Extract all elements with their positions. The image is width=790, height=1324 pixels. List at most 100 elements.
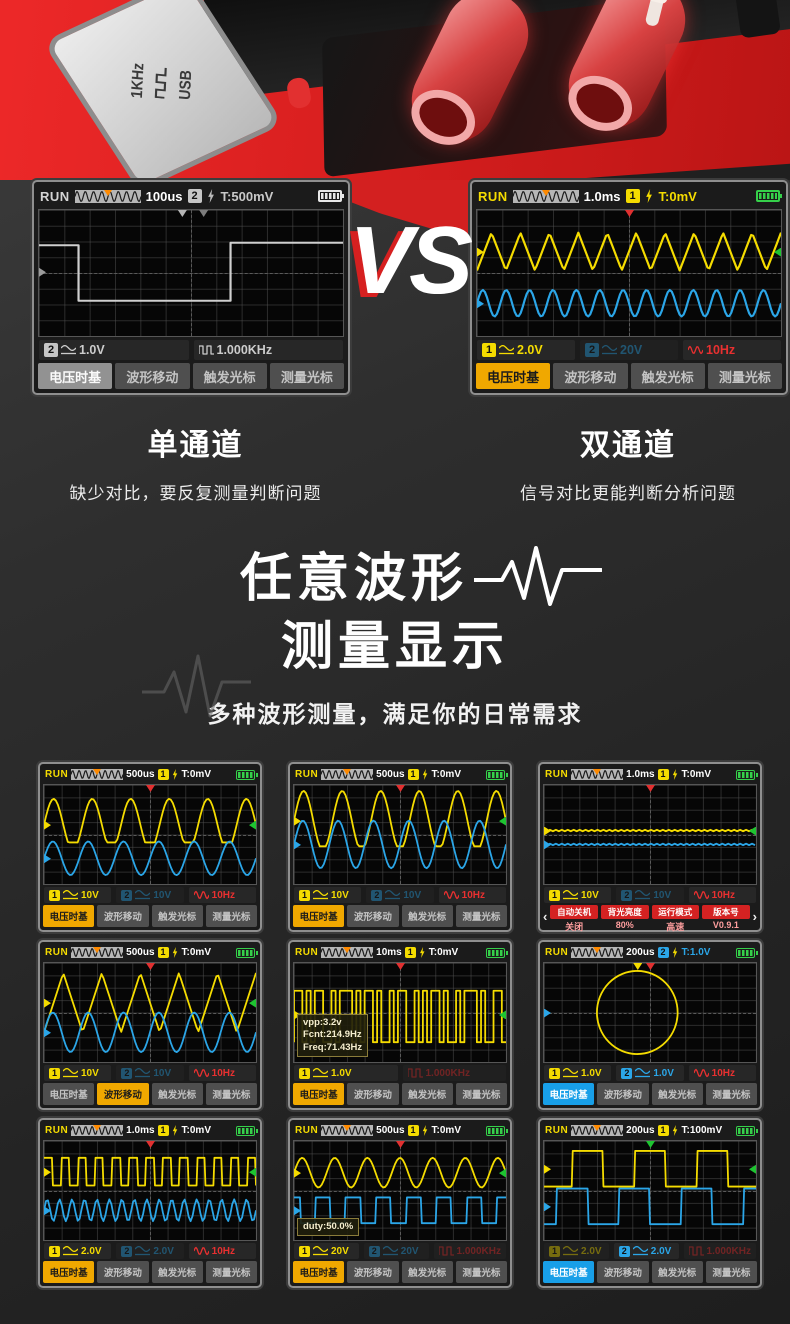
waveform-thumbnail [571, 947, 624, 958]
scope-settings-button[interactable]: 版本号 V0.9.1 [702, 905, 750, 930]
trigger-marker [646, 963, 655, 970]
scope-menu-tab[interactable]: 触发光标 [151, 1261, 203, 1283]
channel-badge: 1 [407, 769, 419, 780]
trigger-marker [544, 826, 551, 836]
scope-menu-tab[interactable]: 电压时基 [293, 905, 345, 927]
trigger-marker [44, 1206, 51, 1216]
oscilloscope-screen: RUN 10ms 1 T:0mV vpp:3.2v Fcnt:214.9Hz Freq:71… [288, 940, 512, 1110]
scope-menu-tab[interactable]: 测量光标 [455, 1261, 507, 1283]
vs-text: VS [344, 206, 474, 316]
scope-menu-tab[interactable]: 波形移动 [97, 1083, 149, 1105]
trigger-marker [146, 785, 155, 792]
scope-menu-tab[interactable]: 触发光标 [401, 1261, 453, 1283]
scope-menu-tab[interactable]: 触发光标 [151, 1083, 203, 1105]
channel-info-row: 1 2.0V 2 2.0V 1.000KHz [543, 1243, 757, 1259]
waveform-thumbnail [71, 1125, 124, 1136]
ac-coupling-icon [135, 1068, 151, 1078]
scope-menu-tab[interactable]: 波形移动 [347, 905, 399, 927]
scope-menu: 电压时基 波形移动 触发光标 测量光标 [38, 363, 344, 389]
right-arrow-icon[interactable]: › [752, 908, 757, 924]
scope-menu-tab[interactable]: 波形移动 [347, 1083, 399, 1105]
chip-value: 2.0V [650, 1245, 672, 1257]
feature-title-section: 任意波形 测量显示 多种波形测量，满足你的日常需求 [0, 530, 790, 745]
sine-wave-icon [693, 1068, 709, 1078]
channel-info-row: 1 10V 2 10V 10Hz [43, 887, 257, 903]
scope-menu-tab[interactable]: 波形移动 [347, 1261, 399, 1283]
oscilloscope-screen: RUN 100us 2 T:500mV 2 1.0V 1.000KHz 电压时基 波形移动 触发光… [32, 180, 350, 395]
scope-menu-tab[interactable]: 波形移动 [597, 1083, 649, 1105]
scope-menu-tab[interactable]: 测量光标 [455, 1083, 507, 1105]
trigger-level-label: T:0mV [431, 769, 461, 780]
center-horizontal-gridline [294, 1190, 506, 1192]
trigger-marker [44, 1167, 51, 1177]
scope-menu-tab[interactable]: 电压时基 [476, 363, 551, 389]
scope-menu-tab[interactable]: 电压时基 [38, 363, 113, 389]
left-arrow-icon[interactable]: ‹ [543, 908, 548, 924]
scope-menu-tab[interactable]: 触发光标 [651, 1083, 703, 1105]
trigger-freq-chip: 1.000KHz [683, 1243, 756, 1259]
trigger-level-label: T:0mV [681, 769, 711, 780]
trigger-level-label: T:0mV [428, 947, 459, 958]
scope-header: RUN 10ms 1 T:0mV [293, 945, 508, 960]
scope-menu-tab[interactable]: 测量光标 [705, 1261, 757, 1283]
scope-menu-tab[interactable]: 触发光标 [401, 905, 453, 927]
trigger-marker [499, 816, 506, 826]
scope-menu-tab[interactable]: 测量光标 [205, 1083, 257, 1105]
scope-menu-tab[interactable]: 波形移动 [97, 905, 149, 927]
waveform-display [476, 209, 782, 337]
scope-menu: 电压时基 波形移动 触发光标 测量光标 [43, 1083, 257, 1105]
scope-menu-tab[interactable]: 电压时基 [43, 1083, 95, 1105]
trigger-freq-chip: 10Hz [438, 887, 506, 903]
scope-menu-tab[interactable]: 测量光标 [707, 363, 782, 389]
single-channel-screen-slot: RUN 100us 2 T:500mV 2 1.0V 1.000KHz 电压时基 波形移动 触发光… [32, 180, 350, 395]
scope-menu-tab[interactable]: 电压时基 [293, 1261, 345, 1283]
scope-menu-tab[interactable]: 触发光标 [630, 363, 705, 389]
chip-value: 20V [331, 1245, 349, 1257]
scope-menu-tab[interactable]: 电压时基 [43, 1261, 95, 1283]
scope-menu-tab[interactable]: 测量光标 [455, 905, 507, 927]
scope-menu-tab[interactable]: 触发光标 [651, 1261, 703, 1283]
scope-menu-tab[interactable]: 触发光标 [192, 363, 267, 389]
scope-settings-button[interactable]: 运行模式 高速 [651, 905, 700, 932]
trigger-level-label: T:0mV [181, 769, 211, 780]
scope-menu-tab[interactable]: 测量光标 [705, 1083, 757, 1105]
channel-badge: 1 [404, 947, 416, 958]
single-channel-caption: 单通道 缺少对比，要反复测量判断问题 [28, 420, 363, 504]
channel-badge: 2 [621, 889, 633, 901]
scope-menu-tab[interactable]: 电压时基 [543, 1261, 595, 1283]
scope-menu-tab[interactable]: 波形移动 [97, 1261, 149, 1283]
oscilloscope-screen: RUN 1.0ms 1 T:0mV 1 2.0V 2 20V 10Hz 电压时基 波形移动 触发光标测… [470, 180, 788, 395]
measurement-overlay: duty:50.0% [297, 1217, 360, 1237]
channel-badge: 1 [625, 189, 640, 203]
scope-menu-tab[interactable]: 测量光标 [205, 905, 257, 927]
battery-icon [318, 190, 344, 202]
scope-menu-tab[interactable]: 触发光标 [401, 1083, 453, 1105]
scope-menu: 电压时基 波形移动 触发光标 测量光标 [476, 363, 782, 389]
chip-value: 1.000KHz [216, 343, 273, 357]
scope-header: RUN 500us 1 T:0mV [293, 1123, 508, 1138]
settings-label: 自动关机 [550, 905, 598, 919]
scope-header: RUN 500us 1 T:0mV [43, 767, 258, 782]
waveform-thumbnail [71, 947, 124, 958]
trigger-marker [749, 1164, 756, 1174]
scope-menu-tab[interactable]: 波形移动 [115, 363, 190, 389]
scope-menu-tab[interactable]: 触发光标 [151, 905, 203, 927]
scope-menu-tab[interactable]: 电压时基 [293, 1083, 345, 1105]
scope-menu-tab[interactable]: 电压时基 [543, 1083, 595, 1105]
settings-label: 背光亮度 [600, 905, 649, 919]
scope-menu-tab[interactable]: 波形移动 [597, 1261, 649, 1283]
chip-value: 1.0V [331, 1067, 352, 1079]
trigger-freq-chip: 10Hz [683, 340, 781, 360]
scope-menu-tab[interactable]: 测量光标 [205, 1261, 257, 1283]
waveform-plot [477, 231, 781, 318]
scope-settings-button[interactable]: 自动关机 关闭 [550, 905, 598, 932]
scope-menu-tab[interactable]: 测量光标 [269, 363, 344, 389]
center-horizontal-gridline [39, 273, 343, 274]
scope-settings-button[interactable]: 背光亮度 80% [600, 905, 649, 930]
ac-coupling-icon [499, 345, 514, 355]
trigger-bolt-icon [672, 1125, 678, 1136]
chip-value: 10Hz [211, 889, 236, 901]
scope-menu: 电压时基 波形移动 触发光标 测量光标 [293, 1083, 507, 1105]
scope-menu-tab[interactable]: 电压时基 [43, 905, 95, 927]
scope-menu-tab[interactable]: 波形移动 [553, 363, 628, 389]
